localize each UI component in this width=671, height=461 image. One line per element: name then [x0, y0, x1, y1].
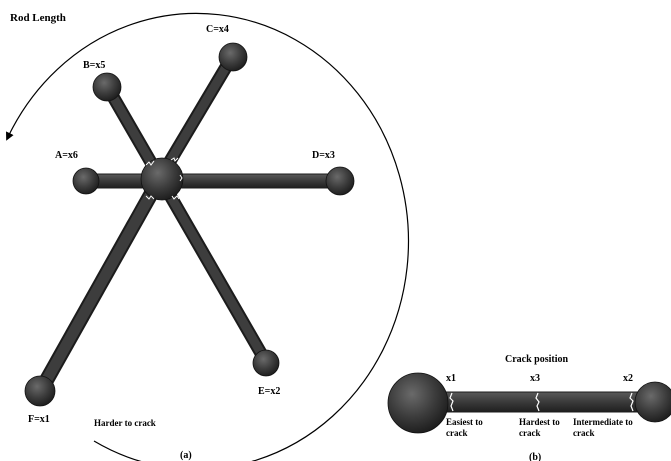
hub: [140, 157, 184, 201]
note-hardest-1: Hardest to: [519, 417, 560, 427]
crack-position-title: Crack position: [505, 354, 569, 365]
label-d: D=x3: [312, 150, 335, 161]
ball-d: [325, 166, 355, 196]
label-c: C=x4: [206, 24, 229, 35]
label-f: F=x1: [28, 414, 50, 425]
label-b: B=x5: [83, 60, 105, 71]
rod-d: [159, 173, 341, 189]
label-e: E=x2: [258, 386, 280, 397]
pos-x1: x1: [446, 373, 456, 384]
ball-f: [24, 375, 56, 407]
pos-x2: x2: [623, 373, 633, 384]
note-intermediate-1: Intermediate to: [573, 417, 633, 427]
rod-length-title: Rod Length: [10, 12, 66, 24]
ball-a: [72, 167, 100, 195]
ball-b: [92, 72, 122, 102]
panel-b: Crack position x1 x3 x2 Easiest to crack…: [387, 354, 671, 461]
harder-note: Harder to crack: [94, 418, 156, 428]
rods: [34, 53, 341, 394]
note-hardest-2: crack: [519, 428, 541, 438]
caption-a: (a): [180, 450, 192, 461]
hub-cracks: [145, 157, 183, 200]
big-ball: [387, 372, 449, 434]
label-a: A=x6: [55, 150, 78, 161]
note-easiest-1: Easiest to: [446, 417, 483, 427]
panel-a: Rod Length B=x5 C=x4 A=x6 D=x3 E=x2 F=x1…: [6, 12, 410, 461]
ball-c: [218, 42, 248, 72]
rod-length-arrow: [6, 12, 410, 461]
small-ball: [634, 381, 671, 423]
rod-cracks: [449, 392, 634, 412]
caption-b: (b): [529, 452, 541, 461]
note-easiest-2: crack: [446, 428, 468, 438]
pos-x3: x3: [530, 373, 540, 384]
rod-b-bar: [439, 391, 641, 413]
note-intermediate-2: crack: [573, 428, 595, 438]
ball-e: [252, 349, 280, 377]
